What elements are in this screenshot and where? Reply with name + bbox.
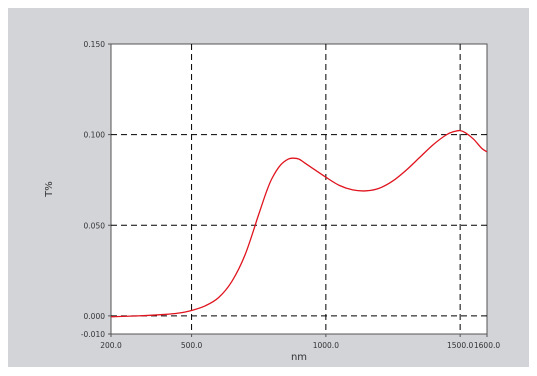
y-tick-label: 0.050 [84,221,106,230]
x-axis-label: nm [291,352,307,363]
x-tick-label: 500.0 [181,341,203,350]
y-axis-ticks: -0.010 0.000 0.050 0.100 0.150 [81,40,111,339]
y-axis-label: T% [44,181,55,198]
chart-frame: 200.0 500.0 1000.0 1500.0 1600.0 -0.010 0.000… [8,8,529,367]
y-tick-label: 0.100 [84,131,106,140]
x-axis-ticks: 200.0 500.0 1000.0 1500.0 1600.0 [100,334,500,350]
x-tick-label: 1600.0 [474,341,500,350]
x-tick-label: 200.0 [100,341,122,350]
spectrum-chart: 200.0 500.0 1000.0 1500.0 1600.0 -0.010 0.000… [44,40,500,363]
series-layer [111,129,487,318]
y-tick-label: 0.000 [84,312,106,321]
x-tick-label: 1500.0 [447,341,473,350]
grid-layer [111,44,487,334]
y-tick-label: -0.010 [81,330,105,339]
y-tick-label: 0.150 [84,40,106,49]
plot-area [110,43,488,335]
x-tick-label: 1000.0 [313,341,339,350]
series-line [111,129,487,318]
